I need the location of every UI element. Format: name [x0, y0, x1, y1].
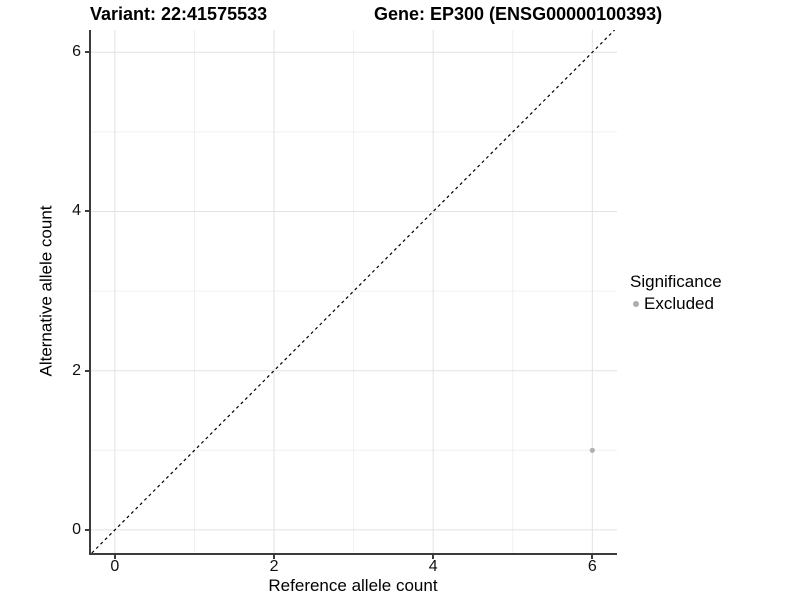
y-tick-label: 6	[72, 43, 81, 61]
x-axis-title: Reference allele count	[268, 576, 438, 595]
identity-dashed-line	[91, 30, 616, 553]
x-tick-label: 4	[428, 558, 438, 575]
legend-entry-excluded: Excluded	[630, 294, 722, 313]
y-axis-title: Alternative allele count	[36, 205, 56, 377]
x-tick-mark	[432, 555, 435, 559]
x-tick-label: 6	[587, 558, 597, 575]
plot-panel	[89, 30, 617, 555]
plot-title-gene: Gene: EP300 (ENSG00000100393)	[374, 4, 663, 24]
x-tick-mark	[591, 555, 594, 559]
x-tick-label: 2	[269, 558, 279, 575]
y-tick-label: 0	[72, 520, 81, 538]
plot-area-svg	[91, 30, 617, 553]
x-tick-label: 0	[110, 558, 120, 575]
legend-entry-label: Excluded	[644, 294, 714, 313]
legend: Significance Excluded	[630, 272, 722, 313]
y-tick-mark	[85, 528, 89, 531]
x-tick-mark	[273, 555, 276, 559]
x-tick-mark	[113, 555, 116, 559]
y-tick-label: 2	[72, 361, 81, 379]
y-tick-label: 4	[72, 202, 81, 220]
data-point-excluded	[589, 447, 595, 453]
legend-point-icon	[633, 300, 639, 307]
y-tick-mark	[85, 369, 89, 372]
plot-title-variant: Variant: 22:41575533	[90, 4, 268, 24]
y-tick-mark	[85, 51, 89, 54]
y-tick-mark	[85, 210, 89, 213]
legend-title: Significance	[630, 272, 722, 291]
